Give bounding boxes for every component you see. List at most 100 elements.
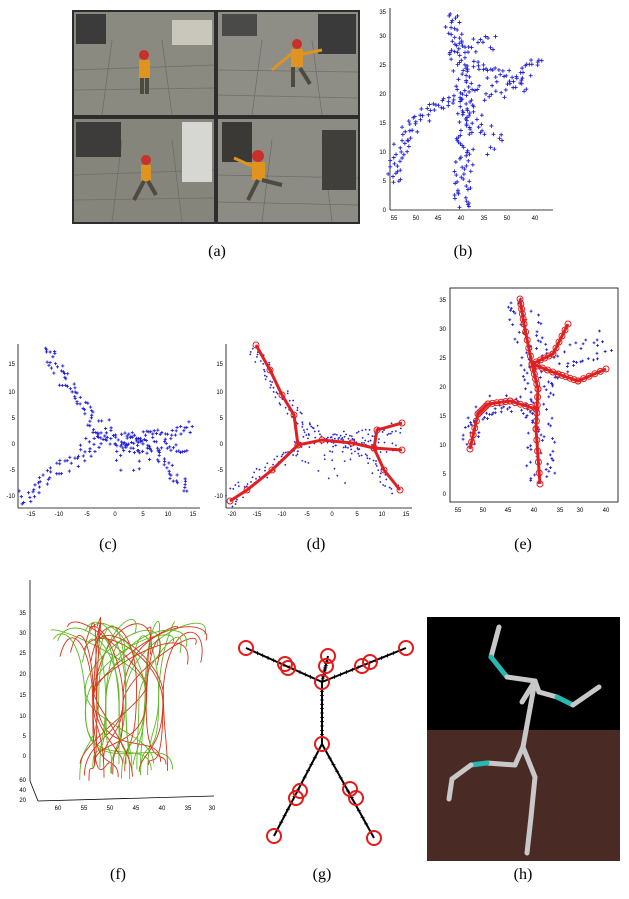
point-marker bbox=[269, 380, 272, 383]
skeleton-node bbox=[526, 352, 534, 360]
bone-segment bbox=[446, 776, 455, 802]
point-marker bbox=[58, 458, 62, 463]
point-marker bbox=[314, 436, 317, 439]
point-marker bbox=[237, 481, 240, 484]
point-marker bbox=[464, 163, 469, 168]
point-marker bbox=[410, 128, 415, 133]
point-marker bbox=[488, 412, 491, 416]
skeleton-node bbox=[238, 640, 254, 656]
ytick: 35 bbox=[379, 10, 386, 16]
point-marker bbox=[276, 455, 279, 458]
point-marker bbox=[512, 310, 515, 313]
ytick: 20 bbox=[439, 385, 446, 391]
point-marker bbox=[364, 428, 367, 431]
skeleton-graph bbox=[238, 640, 414, 846]
xtick: 40 bbox=[531, 508, 538, 514]
point-marker bbox=[273, 458, 276, 461]
point-marker bbox=[371, 472, 374, 475]
skeleton-node bbox=[277, 656, 293, 672]
skeleton-node bbox=[280, 660, 296, 676]
point-marker bbox=[296, 422, 299, 425]
point-marker bbox=[377, 469, 380, 472]
point-marker bbox=[523, 378, 527, 382]
point-marker bbox=[183, 485, 187, 490]
point-marker bbox=[101, 437, 105, 442]
point-marker bbox=[457, 53, 462, 58]
point-marker bbox=[360, 454, 363, 457]
point-marker bbox=[521, 374, 525, 378]
point-marker bbox=[320, 728, 324, 733]
point-marker bbox=[592, 341, 596, 345]
point-marker bbox=[263, 370, 266, 373]
point-marker bbox=[520, 356, 524, 360]
point-marker bbox=[456, 135, 461, 140]
trajectory-curve bbox=[136, 636, 182, 770]
point-marker bbox=[357, 430, 360, 433]
point-marker bbox=[145, 429, 149, 433]
point-marker bbox=[476, 125, 481, 130]
point-marker bbox=[357, 448, 359, 451]
trajectory-curve bbox=[92, 616, 119, 778]
point-marker bbox=[520, 66, 525, 71]
point-marker bbox=[419, 106, 424, 111]
point-marker bbox=[463, 426, 467, 429]
point-marker bbox=[81, 454, 85, 458]
trajectory-curve bbox=[112, 626, 208, 775]
point-marker bbox=[111, 433, 116, 438]
point-marker bbox=[462, 62, 467, 67]
point-marker bbox=[306, 768, 311, 773]
point-marker bbox=[123, 431, 127, 435]
point-marker bbox=[144, 438, 148, 443]
point-marker bbox=[122, 448, 126, 453]
point-marker bbox=[390, 422, 393, 425]
skeleton-node bbox=[366, 830, 382, 846]
point-marker bbox=[65, 384, 70, 388]
point-marker bbox=[453, 160, 458, 165]
point-marker bbox=[128, 449, 132, 454]
skeleton-node bbox=[532, 417, 540, 425]
embedding-skeleton-panel: 15 10 5 0 -5 -10 -20 -15 -10 -5 0 5 10 1… bbox=[212, 340, 417, 520]
point-marker bbox=[507, 79, 512, 84]
point-marker bbox=[100, 419, 104, 423]
point-marker bbox=[149, 430, 153, 434]
trajectory-curve bbox=[83, 638, 164, 772]
point-marker bbox=[529, 58, 534, 63]
point-marker bbox=[461, 433, 465, 437]
point-marker bbox=[466, 416, 470, 420]
skeleton-node bbox=[555, 338, 563, 346]
point-marker bbox=[503, 87, 508, 92]
point-marker bbox=[320, 697, 324, 702]
point-marker bbox=[378, 438, 380, 440]
point-marker bbox=[491, 132, 496, 137]
point-marker bbox=[357, 452, 360, 455]
point-marker bbox=[449, 32, 454, 37]
embedding-skeleton-plot: 15 10 5 0 -5 -10 -20 -15 -10 -5 0 5 10 1… bbox=[214, 341, 412, 518]
point-marker bbox=[268, 363, 271, 366]
point-marker bbox=[529, 397, 533, 401]
point-marker bbox=[97, 445, 101, 449]
point-marker bbox=[296, 406, 299, 409]
point-marker bbox=[553, 440, 557, 444]
point-marker bbox=[529, 448, 533, 451]
point-marker bbox=[103, 434, 107, 438]
point-marker bbox=[109, 426, 113, 430]
point-marker bbox=[116, 438, 120, 442]
point-marker bbox=[297, 450, 299, 453]
skeleton-node bbox=[288, 790, 304, 806]
skeleton-node bbox=[482, 402, 490, 410]
point-marker bbox=[343, 435, 346, 438]
point-marker bbox=[485, 411, 488, 415]
skeleton-branch bbox=[297, 438, 375, 450]
point-marker bbox=[461, 145, 466, 150]
point-marker bbox=[541, 438, 544, 442]
point-marker bbox=[500, 68, 505, 73]
point-marker bbox=[504, 73, 509, 78]
point-marker bbox=[366, 454, 368, 457]
point-marker bbox=[68, 455, 72, 459]
skeleton-node bbox=[476, 408, 484, 416]
point-marker bbox=[579, 360, 583, 364]
skeleton-node bbox=[545, 352, 553, 360]
point-marker bbox=[156, 428, 160, 432]
point-marker bbox=[346, 789, 350, 793]
point-marker bbox=[507, 305, 510, 309]
